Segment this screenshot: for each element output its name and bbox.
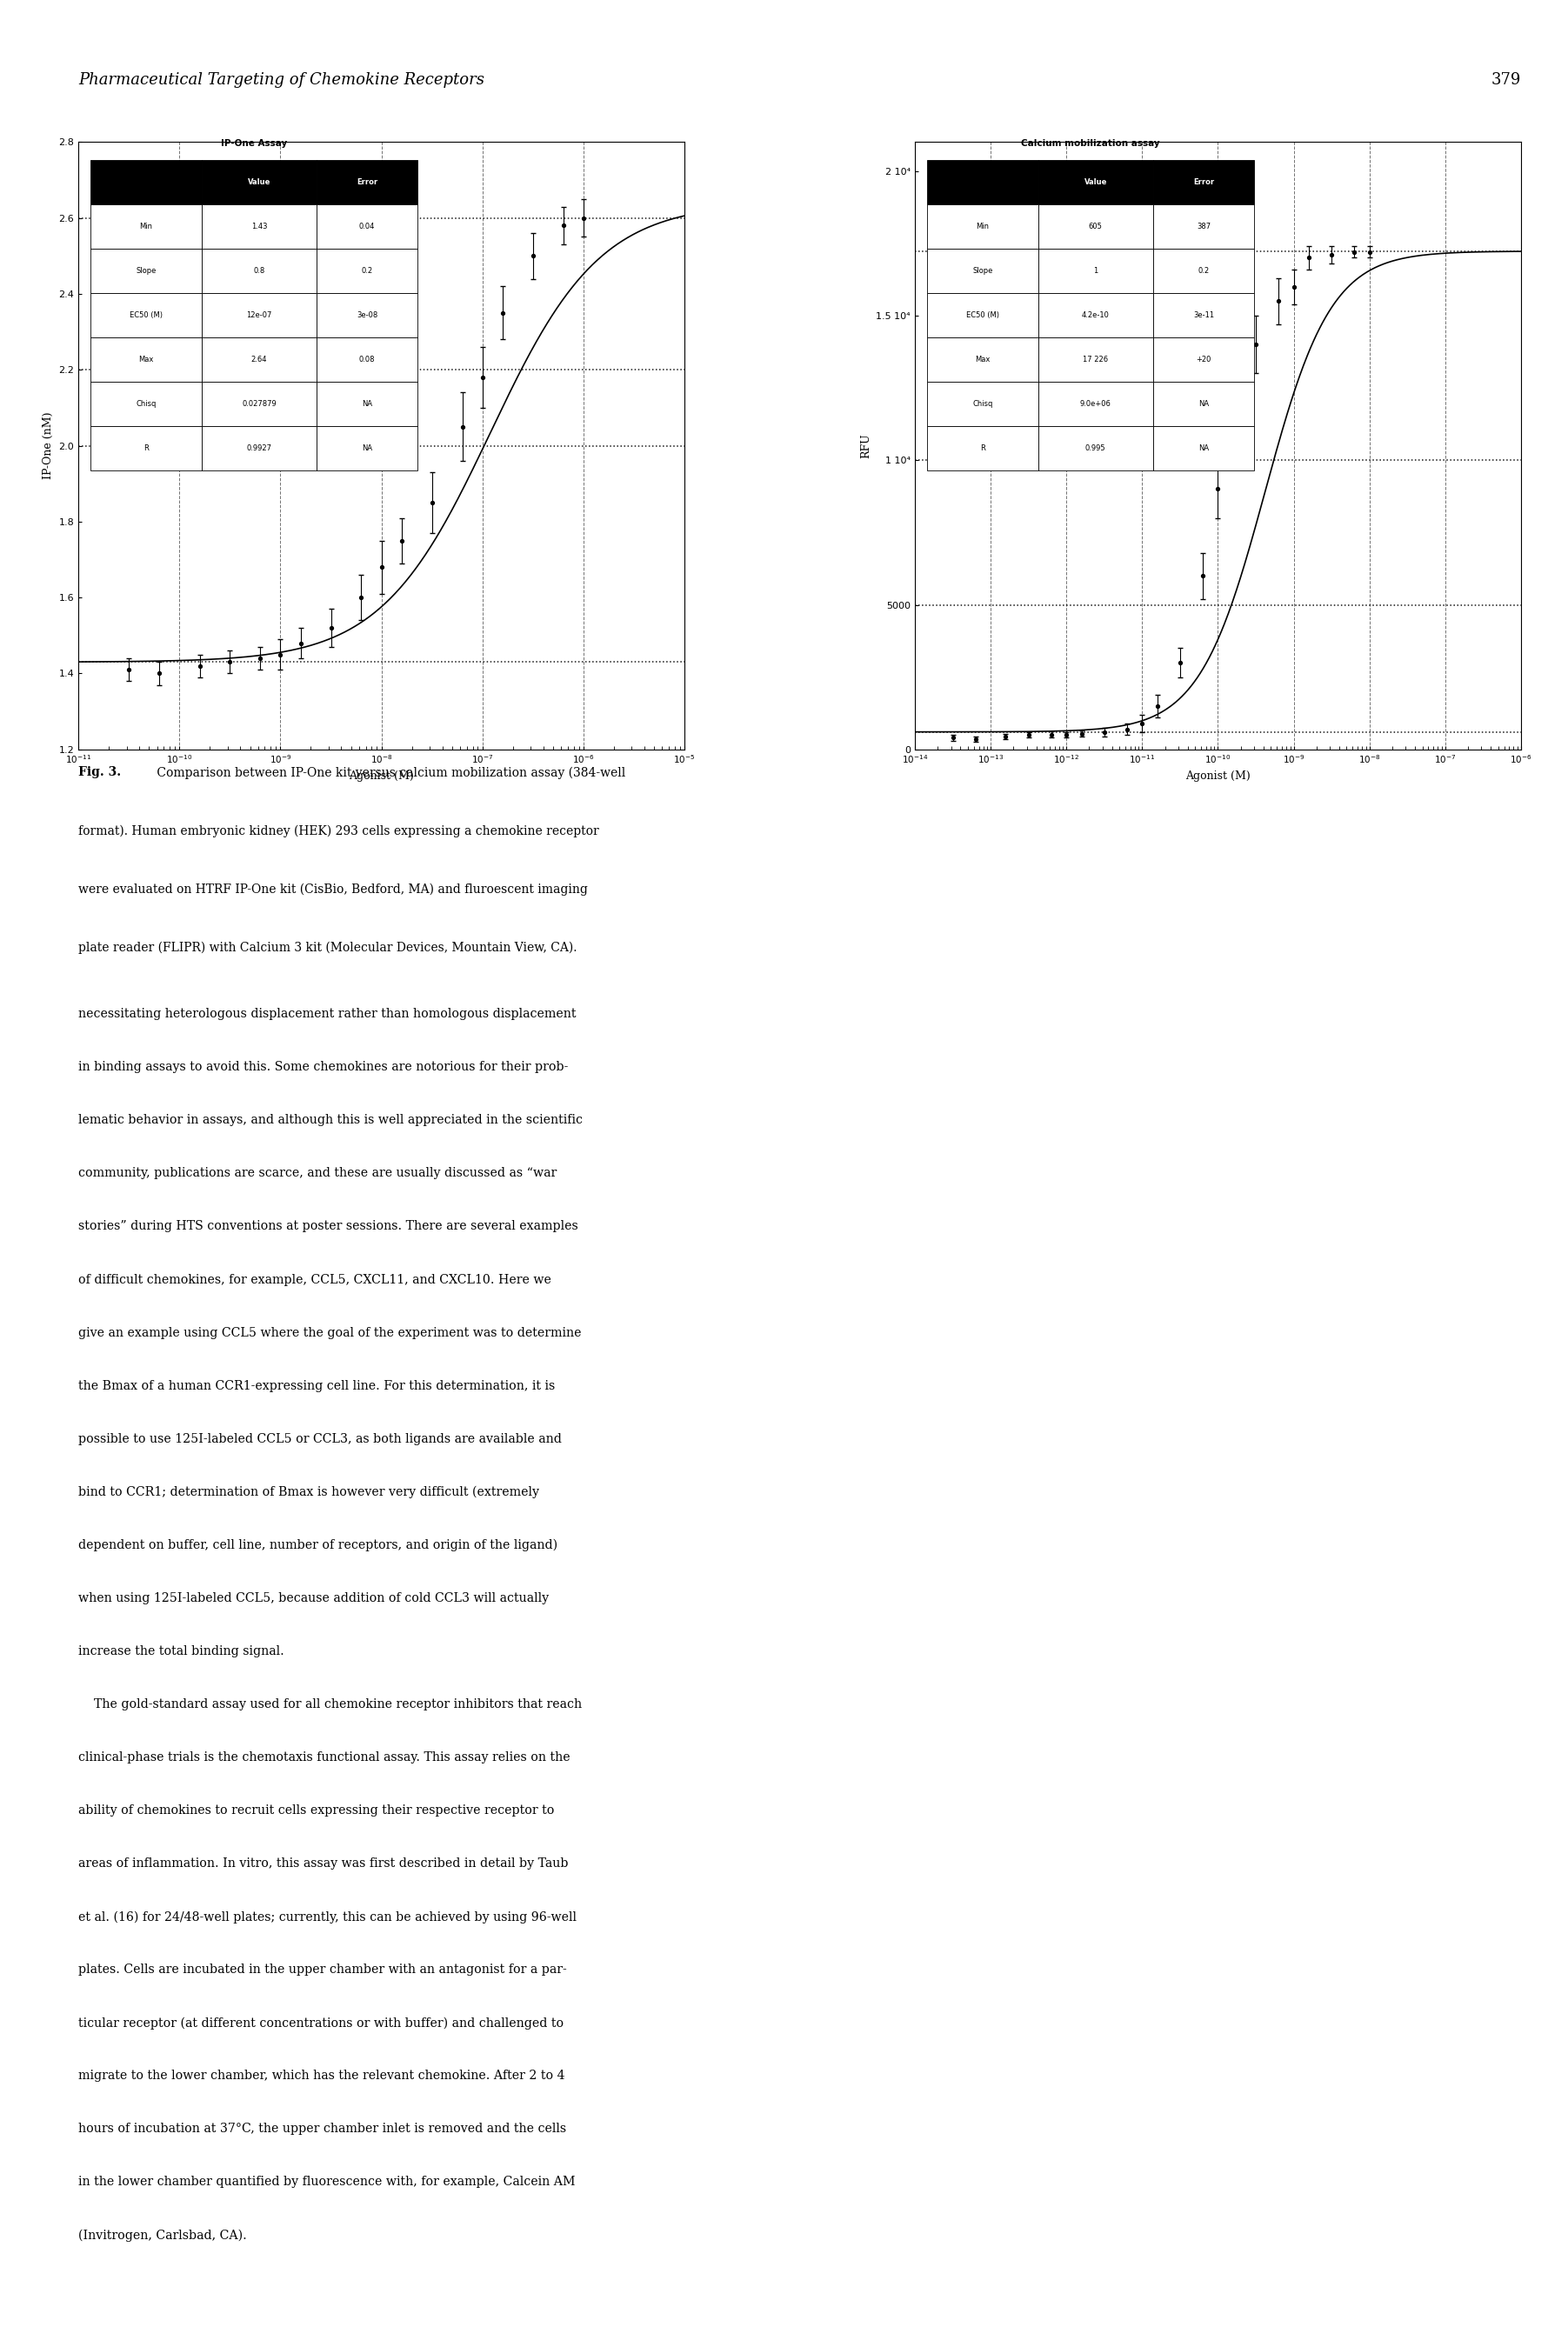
Text: 379: 379 [1491,73,1521,89]
Text: et al. (16) for 24/48-well plates; currently, this can be achieved by using 96-w: et al. (16) for 24/48-well plates; curre… [78,1910,577,1922]
Text: Fig. 3.: Fig. 3. [78,765,121,779]
Text: were evaluated on HTRF IP-One kit (CisBio, Bedford, MA) and fluroescent imaging: were evaluated on HTRF IP-One kit (CisBi… [78,882,588,897]
Text: in the lower chamber quantified by fluorescence with, for example, Calcein AM: in the lower chamber quantified by fluor… [78,2176,575,2187]
Text: clinical-phase trials is the chemotaxis functional assay. This assay relies on t: clinical-phase trials is the chemotaxis … [78,1751,571,1763]
Text: Pharmaceutical Targeting of Chemokine Receptors: Pharmaceutical Targeting of Chemokine Re… [78,73,485,89]
Text: The gold-standard assay used for all chemokine receptor inhibitors that reach: The gold-standard assay used for all che… [78,1699,582,1711]
Text: increase the total binding signal.: increase the total binding signal. [78,1645,284,1657]
Text: dependent on buffer, cell line, number of receptors, and origin of the ligand): dependent on buffer, cell line, number o… [78,1540,558,1551]
Text: ticular receptor (at different concentrations or with buffer) and challenged to: ticular receptor (at different concentra… [78,2016,564,2030]
Text: lematic behavior in assays, and although this is well appreciated in the scienti: lematic behavior in assays, and although… [78,1115,583,1127]
Text: in binding assays to avoid this. Some chemokines are notorious for their prob-: in binding assays to avoid this. Some ch… [78,1061,568,1073]
Text: (Invitrogen, Carlsbad, CA).: (Invitrogen, Carlsbad, CA). [78,2230,246,2241]
Text: Comparison between IP-One kit versus calcium mobilization assay (384-well: Comparison between IP-One kit versus cal… [154,765,626,779]
Text: the Bmax of a human CCR1-expressing cell line. For this determination, it is: the Bmax of a human CCR1-expressing cell… [78,1380,555,1392]
X-axis label: Agonist (M): Agonist (M) [350,770,414,782]
Text: necessitating heterologous displacement rather than homologous displacement: necessitating heterologous displacement … [78,1009,577,1021]
Text: stories” during HTS conventions at poster sessions. There are several examples: stories” during HTS conventions at poste… [78,1220,579,1232]
Text: ability of chemokines to recruit cells expressing their respective receptor to: ability of chemokines to recruit cells e… [78,1805,555,1817]
Text: bind to CCR1; determination of Bmax is however very difficult (extremely: bind to CCR1; determination of Bmax is h… [78,1486,539,1497]
Text: possible to use 125I-labeled CCL5 or CCL3, as both ligands are available and: possible to use 125I-labeled CCL5 or CCL… [78,1432,561,1446]
Text: areas of inflammation. In vitro, this assay was first described in detail by Tau: areas of inflammation. In vitro, this as… [78,1856,569,1871]
Text: plate reader (FLIPR) with Calcium 3 kit (Molecular Devices, Mountain View, CA).: plate reader (FLIPR) with Calcium 3 kit … [78,941,577,955]
Y-axis label: IP-One (nM): IP-One (nM) [42,413,53,479]
Text: give an example using CCL5 where the goal of the experiment was to determine: give an example using CCL5 where the goa… [78,1326,582,1338]
Text: hours of incubation at 37°C, the upper chamber inlet is removed and the cells: hours of incubation at 37°C, the upper c… [78,2124,566,2136]
Text: when using 125I-labeled CCL5, because addition of cold CCL3 will actually: when using 125I-labeled CCL5, because ad… [78,1591,549,1605]
X-axis label: Agonist (M): Agonist (M) [1185,770,1250,782]
Text: format). Human embryonic kidney (HEK) 293 cells expressing a chemokine receptor: format). Human embryonic kidney (HEK) 29… [78,824,599,838]
Text: of difficult chemokines, for example, CCL5, CXCL11, and CXCL10. Here we: of difficult chemokines, for example, CC… [78,1274,552,1286]
Y-axis label: RFU: RFU [859,434,872,458]
Text: community, publications are scarce, and these are usually discussed as “war: community, publications are scarce, and … [78,1166,557,1181]
Text: migrate to the lower chamber, which has the relevant chemokine. After 2 to 4: migrate to the lower chamber, which has … [78,2070,564,2082]
Text: plates. Cells are incubated in the upper chamber with an antagonist for a par-: plates. Cells are incubated in the upper… [78,1964,568,1976]
